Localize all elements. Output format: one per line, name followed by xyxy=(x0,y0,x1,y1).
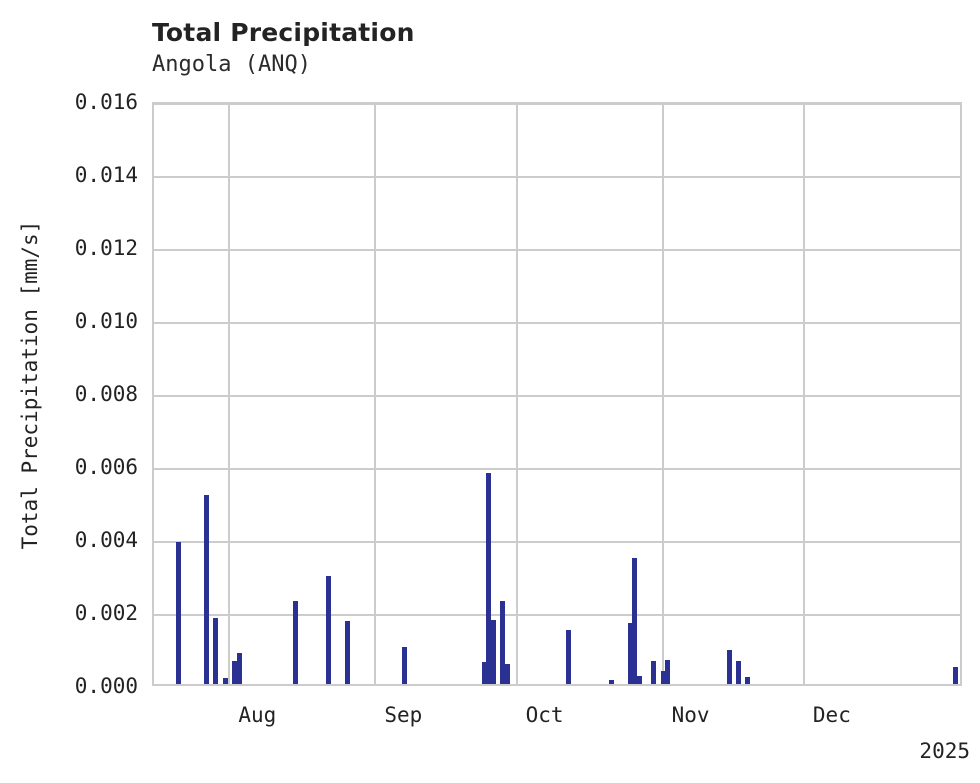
bar xyxy=(505,663,511,684)
x-axis-tick-label: Dec xyxy=(812,703,851,727)
y-axis-tick-label: 0.012 xyxy=(74,236,138,260)
bar xyxy=(222,678,228,684)
gridline-vertical xyxy=(515,104,518,684)
bar xyxy=(401,647,407,684)
y-axis-tick-label: 0.006 xyxy=(74,455,138,479)
bar xyxy=(651,661,657,684)
bar xyxy=(745,677,751,684)
bar xyxy=(486,473,492,684)
bar xyxy=(175,541,181,684)
bar xyxy=(608,679,614,684)
y-axis-tick-label: 0.014 xyxy=(74,163,138,187)
bar xyxy=(627,623,633,684)
gridline-horizontal xyxy=(154,176,960,178)
y-axis-tick-label: 0.000 xyxy=(74,674,138,698)
gridline-vertical xyxy=(802,104,805,684)
chart-title: Total Precipitation xyxy=(152,18,415,47)
gridline-vertical xyxy=(228,104,231,684)
x-axis-year-label: 2025 xyxy=(919,739,970,763)
gridline-vertical xyxy=(374,104,377,684)
y-axis-tick-label: 0.016 xyxy=(74,90,138,114)
bar xyxy=(637,675,643,684)
bar xyxy=(500,601,506,684)
y-axis-tick-label: 0.004 xyxy=(74,528,138,552)
gridline-horizontal xyxy=(154,104,960,105)
gridline-horizontal xyxy=(154,249,960,251)
gridline-horizontal xyxy=(154,541,960,543)
bar xyxy=(236,652,242,684)
bar xyxy=(566,629,572,684)
bar xyxy=(326,575,332,684)
y-axis-tick-label: 0.002 xyxy=(74,601,138,625)
bar xyxy=(345,620,351,684)
bar xyxy=(726,650,732,684)
bar xyxy=(203,494,209,684)
bar xyxy=(213,618,219,684)
bar xyxy=(481,662,487,684)
bar xyxy=(735,661,741,684)
x-axis-tick-label: Sep xyxy=(384,703,423,727)
bar xyxy=(293,600,299,684)
gridline-vertical xyxy=(661,104,664,684)
gridline-horizontal xyxy=(154,468,960,470)
bar xyxy=(952,666,958,684)
bar xyxy=(660,671,666,684)
y-axis-tick-label: 0.010 xyxy=(74,309,138,333)
x-axis-tick-label: Nov xyxy=(671,703,710,727)
gridline-horizontal xyxy=(154,395,960,397)
y-axis-tick-label: 0.008 xyxy=(74,382,138,406)
bar xyxy=(632,558,638,684)
plot-area xyxy=(152,102,962,686)
bar xyxy=(491,620,497,684)
gridline-horizontal xyxy=(154,614,960,616)
chart-subtitle: Angola (ANQ) xyxy=(152,52,311,77)
gridline-horizontal xyxy=(154,322,960,324)
bar xyxy=(665,660,671,684)
bar xyxy=(232,661,238,684)
x-axis-tick-label: Oct xyxy=(525,703,564,727)
x-axis-tick-label: Aug xyxy=(238,703,277,727)
